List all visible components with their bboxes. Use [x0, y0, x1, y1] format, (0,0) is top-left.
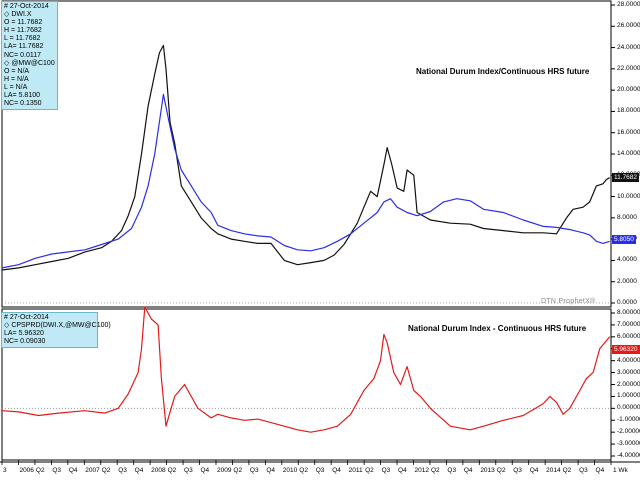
x-tick-label: 2013 [480, 467, 495, 474]
y-tick-label: 2.00000 [617, 380, 640, 388]
info-line: LA= 5.8100 [4, 92, 41, 100]
x-tick-label: Q2 [233, 467, 243, 474]
x-tick-label: Q3 [249, 467, 259, 474]
info-line: NC= 0.1350 [4, 100, 42, 108]
y-tick-label: 1.00000 [617, 392, 640, 400]
info-line: ◇ @MW@C100 [4, 59, 55, 67]
last-value-blue: 5.8050 [612, 235, 636, 244]
upper-info-box: # 27-Oct-2014 ◇ DWI.X O = 11.7682 H = 11… [1, 1, 58, 111]
x-tick-label: Q3 [381, 467, 391, 474]
y-tick-label: 4.00000 [617, 356, 640, 364]
y-tick-label: 4.0000 [617, 256, 637, 264]
info-line: ◇ CPSPRD(DWI.X,@MW@C100) [4, 322, 111, 330]
y-tick-label: 16.0000 [617, 128, 640, 136]
x-tick-label: Q4 [398, 467, 407, 474]
y-tick-label: 0.0000 [617, 299, 637, 306]
y-tick-label: 10.0000 [617, 192, 640, 200]
info-line: O = N/A [4, 67, 30, 75]
x-tick-label: Q4 [266, 467, 276, 474]
x-tick-label: Q4 [463, 467, 473, 474]
series-line-black [1, 44, 610, 271]
x-tick-label: 2014 [546, 467, 561, 474]
y-tick-label: 0.00000 [617, 404, 640, 412]
y-tick-label: -4.00000 [617, 452, 640, 459]
x-tick-label: 2012 [414, 467, 429, 474]
x-tick-label: Q2 [35, 467, 45, 474]
watermark: DTN ProphetX® [541, 298, 596, 305]
x-tick-label: Q2 [167, 467, 177, 474]
x-tick-label: 2006 [19, 467, 34, 474]
x-tick-label: Q3 [52, 467, 62, 474]
x-tick-label: Q3 [513, 467, 522, 474]
y-tick-label: 24.0000 [617, 43, 640, 51]
lower-chart-title: National Durum Index - Continuous HRS fu… [408, 324, 587, 333]
x-tick-label: Q4 [332, 467, 341, 474]
info-line: L = 11.7682 [4, 35, 41, 43]
x-tick-label: 2007 [85, 467, 100, 474]
last-value-spread: 5.96320 [612, 345, 640, 354]
x-tick-label: Q3 [118, 467, 127, 474]
info-line: NC= 0.09030 [4, 338, 46, 346]
y-tick-label: 2.0000 [617, 277, 637, 285]
last-value-black: 11.7682 [612, 173, 640, 182]
y-tick-label: 18.0000 [617, 107, 640, 115]
info-line: H = N/A [4, 75, 29, 83]
y-tick-label: 8.0000 [617, 213, 637, 221]
x-tick-label: 3 [3, 467, 7, 474]
y-tick-label: 22.0000 [617, 64, 640, 72]
x-tick-label: 2009 [216, 467, 232, 474]
x-tick-label: Q4 [595, 467, 605, 474]
y-tick-label: 20.0000 [617, 86, 640, 94]
series-line-blue [1, 93, 610, 269]
y-tick-label: 6.00000 [617, 332, 640, 340]
info-line: L = N/A [4, 83, 28, 91]
y-tick-label: 14.0000 [617, 150, 640, 157]
x-tick-label: Q2 [430, 467, 440, 474]
y-tick-label: -2.00000 [617, 428, 640, 436]
info-line: O = 11.7682 [4, 19, 43, 27]
upper-chart-title: National Durum Index/Continuous HRS futu… [416, 67, 590, 76]
info-line: LA= 5.96320 [4, 330, 44, 338]
lower-info-box: # 27-Oct-2014 ◇ CPSPRD(DWI.X,@MW@C100) L… [1, 312, 111, 349]
info-line: # 27-Oct-2014 [4, 3, 49, 10]
x-tick-label: Q3 [315, 467, 325, 474]
x-tick-label: Q2 [496, 467, 506, 474]
x-tick-label: Q2 [101, 467, 111, 474]
x-tick-label: Q4 [200, 467, 210, 474]
y-tick-label: 3.00000 [617, 368, 640, 376]
upper-plot-frame [1, 0, 612, 308]
info-line: LA= 11.7682 [4, 43, 44, 51]
y-tick-label: 28.0000 [617, 1, 640, 8]
x-tick-label: Q2 [562, 467, 572, 474]
y-tick-label: -1.00000 [617, 416, 640, 424]
x-tick-label: 1 Wk [613, 467, 628, 474]
info-line: H = 11.7682 [4, 27, 42, 35]
y-tick-label: 26.0000 [617, 22, 640, 30]
x-tick-label: Q4 [529, 467, 539, 474]
x-tick-label: 2010 [282, 467, 298, 474]
x-tick-label: 2011 [348, 467, 363, 474]
x-tick-label: Q4 [134, 467, 144, 474]
x-tick-label: Q3 [184, 467, 193, 474]
x-tick-label: Q2 [299, 467, 308, 474]
y-tick-label: 7.00000 [617, 320, 640, 328]
info-line: ◇ DWI.X [4, 11, 32, 19]
x-tick-label: 2008 [151, 467, 166, 474]
x-tick-label: Q4 [68, 467, 78, 474]
info-line: NC= 0.0117 [4, 51, 42, 59]
x-tick-label: Q3 [447, 467, 457, 474]
x-tick-label: Q3 [579, 467, 588, 474]
y-tick-label: 8.00000 [617, 309, 640, 316]
x-tick-label: Q2 [365, 467, 374, 474]
info-line: # 27-Oct-2014 [4, 314, 49, 321]
y-tick-label: -3.00000 [617, 440, 640, 448]
series-line-red [1, 306, 611, 433]
